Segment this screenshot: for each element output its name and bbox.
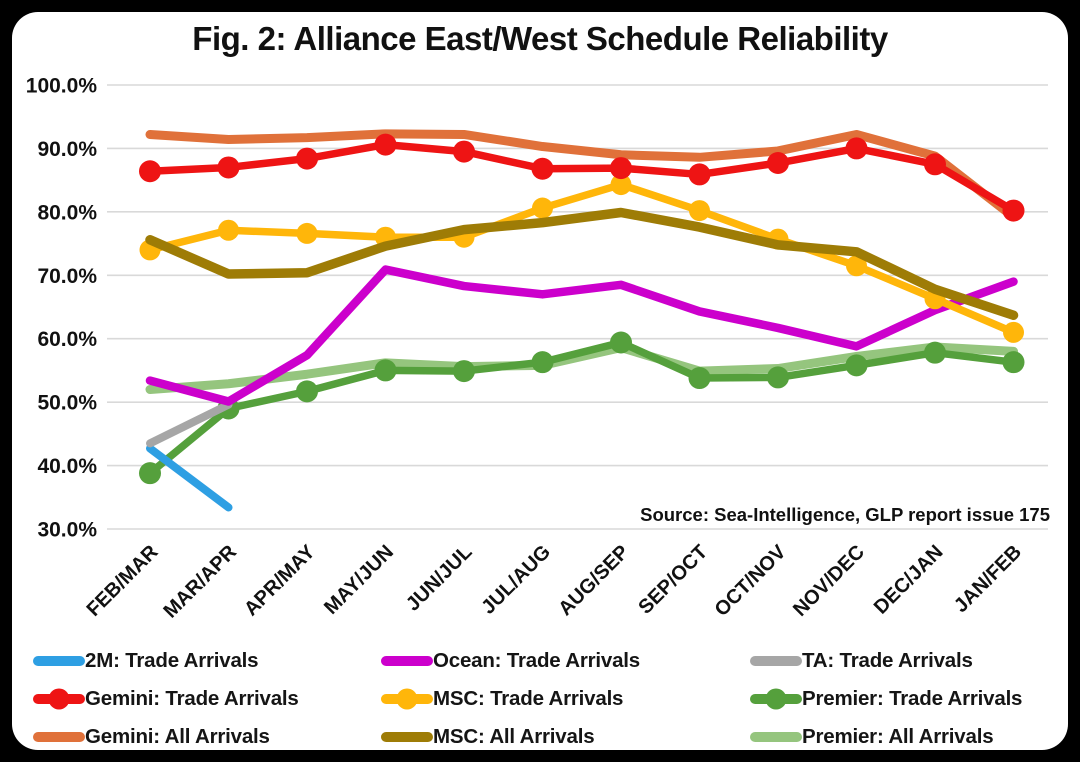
legend-label: Ocean: Trade Arrivals [433,649,640,672]
y-axis-tick-label: 30.0% [37,519,97,542]
series-marker-gemini-trade-arrivals [217,156,240,179]
series-marker-premier-trade-arrivals [845,354,868,377]
legend-item-gemini-all-arrivals: Gemini: All Arrivals [33,722,381,752]
series-marker-gemini-trade-arrivals [374,133,397,156]
legend-swatch-gemini-all-arrivals [33,732,85,742]
legend-label: Premier: All Arrivals [802,725,994,748]
series-marker-msc-trade-arrivals [610,174,632,196]
series-marker-gemini-trade-arrivals [139,160,161,183]
legend-marker-dot [765,688,787,710]
x-axis-tick-label: AUG/SEP [554,541,633,620]
x-axis-tick-label: MAY/JUN [320,541,398,619]
series-marker-premier-trade-arrivals [374,359,397,382]
legend-item-2m-trade-arrivals: 2M: Trade Arrivals [33,646,381,676]
series-marker-gemini-trade-arrivals [924,153,946,176]
legend-item-msc-trade-arrivals: MSC: Trade Arrivals [381,684,750,714]
legend-swatch-ta-trade-arrivals [750,656,802,666]
series-marker-premier-trade-arrivals [296,380,318,403]
x-axis-tick-label: JAN/FEB [950,541,1026,617]
series-line-premier-all-arrivals [145,342,1018,394]
series-marker-gemini-trade-arrivals [296,147,318,170]
series-marker-gemini-trade-arrivals [453,140,475,163]
legend-item-premier-trade-arrivals: Premier: Trade Arrivals [750,684,1072,714]
series-marker-premier-trade-arrivals [610,331,632,354]
chart-title: Fig. 2: Alliance East/West Schedule Reli… [192,20,888,57]
legend-swatch-msc-trade-arrivals [381,688,433,710]
legend-swatch-ocean-trade-arrivals [381,656,433,666]
y-axis-tick-label: 100.0% [26,75,98,98]
legend: 2M: Trade Arrivals Ocean: Trade Arrivals T… [33,646,1072,752]
x-axis-tick-label: JUL/AUG [477,541,555,619]
y-axis-tick-label: 50.0% [37,392,97,415]
series-marker-premier-trade-arrivals [767,366,789,389]
legend-marker-dot [48,688,70,710]
series-marker-gemini-trade-arrivals [610,157,632,180]
series-line-msc-trade-arrivals [146,180,1018,337]
legend-item-msc-all-arrivals: MSC: All Arrivals [381,722,750,752]
x-axis-tick-label: APR/MAY [240,541,320,621]
x-axis-tick-label: DEC/JAN [870,541,948,619]
legend-label: TA: Trade Arrivals [802,649,973,672]
legend-label: Gemini: All Arrivals [85,725,270,748]
series-line-ocean-trade-arrivals [145,265,1018,406]
x-axis-tick-label: SEP/OCT [634,541,712,619]
series-marker-premier-trade-arrivals [1002,351,1025,374]
legend-label: 2M: Trade Arrivals [85,649,259,672]
source-note: Source: Sea-Intelligence, GLP report iss… [640,504,1050,525]
legend-label: MSC: Trade Arrivals [433,687,624,710]
series-marker-premier-trade-arrivals [453,360,475,383]
series-marker-premier-trade-arrivals [531,351,554,374]
x-axis-tick-label: MAR/APR [159,541,241,623]
series-line-gemini-all-arrivals [145,129,1018,222]
x-axis-tick-label: NOV/DEC [789,541,869,621]
legend-label: Gemini: Trade Arrivals [85,687,299,710]
x-axis-tick-label: JUN/JUL [402,541,477,616]
legend-item-ta-trade-arrivals: TA: Trade Arrivals [750,646,1072,676]
legend-swatch-msc-all-arrivals [381,732,433,742]
legend-swatch-2m-trade-arrivals [33,656,85,666]
series-marker-msc-trade-arrivals [1003,321,1024,343]
y-axis-tick-label: 40.0% [37,455,97,478]
legend-swatch-gemini-trade-arrivals [33,688,85,710]
y-axis-tick-label: 70.0% [37,265,97,288]
series-marker-premier-trade-arrivals [688,367,711,390]
series-line-premier-trade-arrivals [146,338,1018,477]
legend-label: Premier: Trade Arrivals [802,687,1023,710]
series-marker-gemini-trade-arrivals [767,152,789,175]
x-axis-tick-label: FEB/MAR [83,541,163,621]
y-axis-tick-label: 60.0% [37,328,97,351]
legend-marker-dot [396,688,418,710]
series-marker-gemini-trade-arrivals [1002,199,1025,222]
x-axis-tick-label: OCT/NOV [711,541,791,621]
series-marker-msc-trade-arrivals [218,219,239,241]
series-marker-msc-trade-arrivals [846,255,867,277]
legend-swatch-premier-trade-arrivals [750,688,802,710]
series-marker-msc-trade-arrivals [296,222,318,244]
legend-label: MSC: All Arrivals [433,725,595,748]
series-line-msc-all-arrivals [145,207,1019,320]
series-marker-premier-trade-arrivals [139,462,161,485]
series-marker-msc-trade-arrivals [689,200,710,222]
series-marker-gemini-trade-arrivals [531,157,554,180]
series-marker-gemini-trade-arrivals [688,163,711,186]
y-axis-tick-label: 80.0% [37,201,97,224]
series-line-gemini-trade-arrivals [146,140,1018,215]
y-axis-tick-label: 90.0% [37,138,97,161]
legend-swatch-premier-all-arrivals [750,732,802,742]
legend-item-ocean-trade-arrivals: Ocean: Trade Arrivals [381,646,750,676]
series-line-2m-trade-arrivals [146,444,233,512]
series-line-ta-trade-arrivals [146,400,233,448]
series-marker-msc-trade-arrivals [532,197,553,219]
legend-item-gemini-trade-arrivals: Gemini: Trade Arrivals [33,684,381,714]
series-marker-gemini-trade-arrivals [845,137,868,160]
series-marker-premier-trade-arrivals [924,341,946,364]
legend-item-premier-all-arrivals: Premier: All Arrivals [750,722,1072,752]
